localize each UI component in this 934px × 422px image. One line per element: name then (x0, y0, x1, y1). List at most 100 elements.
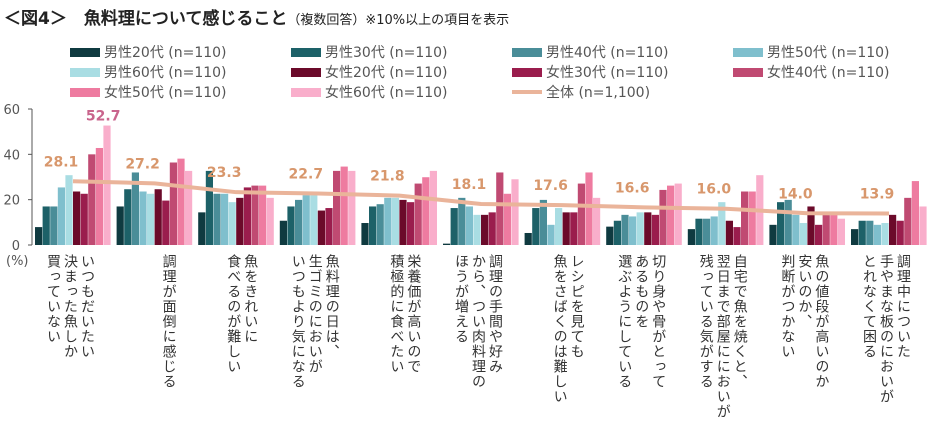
bar (629, 216, 637, 245)
bar (429, 170, 437, 245)
bar (585, 172, 593, 245)
y-axis-unit: (%) (6, 254, 29, 269)
bar (384, 197, 392, 245)
legend-label: 男性30代 (n=110) (325, 45, 448, 61)
total-data-label: 23.3 (207, 165, 242, 181)
bar (243, 187, 251, 245)
category-label: 調理の手間や好み から、つい肉料理の ほうが増える (453, 254, 503, 389)
bar (333, 170, 341, 245)
legend-label: 男性60代 (n=110) (104, 65, 227, 81)
bar (651, 214, 659, 245)
bar (532, 208, 540, 245)
bar (667, 185, 675, 245)
bar (50, 206, 58, 245)
bar (422, 177, 430, 245)
bar (511, 179, 519, 245)
legend-swatch (733, 47, 763, 57)
legend-item: 女性40代 (n=110) (733, 62, 890, 82)
legend-label: 女性20代 (n=110) (325, 65, 448, 81)
total-data-label: 18.1 (452, 177, 487, 193)
title-sub: （複数回答）※10%以上の項目を表示 (287, 13, 510, 28)
bar (131, 172, 139, 245)
bar (259, 185, 267, 245)
bar (524, 232, 532, 245)
bar (57, 187, 65, 245)
bar (287, 206, 295, 245)
bar (458, 197, 466, 245)
bar (376, 204, 384, 245)
legend-item: 全体 (n=1,100) (512, 82, 650, 102)
bar (784, 199, 792, 245)
total-data-label: 27.2 (125, 156, 160, 172)
bar (748, 191, 756, 245)
bar (465, 206, 473, 245)
y-tick-label: 0 (12, 239, 20, 254)
bar (896, 220, 904, 245)
legend-swatch (70, 87, 100, 97)
bar (613, 220, 621, 245)
bar (621, 214, 629, 245)
bar (695, 218, 703, 245)
bar (317, 210, 325, 245)
legend-label: 女性50代 (n=110) (104, 85, 227, 101)
bar (65, 175, 73, 245)
bar (858, 220, 866, 245)
bar (503, 193, 511, 245)
bar (919, 206, 927, 245)
bar (577, 183, 585, 245)
bar (769, 224, 777, 245)
total-data-label: 22.7 (289, 167, 324, 183)
bar (139, 191, 147, 245)
legend-swatch (512, 47, 542, 57)
bar (822, 214, 830, 245)
bar (310, 195, 318, 245)
y-tick-label: 60 (3, 103, 20, 118)
category-label: 調理が面倒に感じる (160, 254, 177, 389)
bar (95, 147, 103, 245)
bar (873, 224, 881, 245)
legend-item: 女性20代 (n=110) (291, 62, 448, 82)
bar (703, 218, 711, 245)
total-data-label: 14.0 (778, 186, 813, 202)
legend-item: 男性50代 (n=110) (733, 42, 890, 62)
bar (35, 227, 43, 245)
legend-label: 女性30代 (n=110) (546, 65, 669, 81)
legend-label: 女性40代 (n=110) (767, 65, 890, 81)
category-label: 栄養価が高いので 積極的に食べたい (388, 254, 422, 374)
bar (205, 170, 213, 245)
bar (407, 202, 415, 245)
bar (725, 220, 733, 245)
bar (42, 206, 50, 245)
bar (496, 172, 504, 245)
bar (718, 202, 726, 245)
bar (555, 208, 563, 245)
bar (414, 183, 422, 245)
legend-item: 女性50代 (n=110) (70, 82, 227, 102)
bar (154, 189, 162, 245)
total-data-label: 17.6 (533, 178, 568, 194)
legend-label: 男性20代 (n=110) (104, 45, 227, 61)
category-label: 自宅で魚を焼くと、 翌日まで部屋ににおいが 残っている気がする (697, 254, 748, 419)
bar (266, 197, 274, 245)
legend-item: 男性40代 (n=110) (512, 42, 669, 62)
bar (279, 220, 287, 245)
legend-swatch (291, 47, 321, 57)
chart-title: ＜図4＞ 魚料理について感じること（複数回答）※10%以上の項目を表示 (4, 4, 509, 29)
bar (177, 158, 185, 245)
bar (593, 197, 601, 245)
bar (348, 170, 356, 245)
max-data-label: 52.7 (86, 109, 121, 125)
bar (399, 199, 407, 245)
legend-swatch (70, 47, 100, 57)
legend-swatch (733, 67, 763, 77)
bar (547, 224, 555, 245)
bar (636, 212, 644, 245)
legend-item: 男性30代 (n=110) (291, 42, 448, 62)
bar (687, 229, 695, 245)
bar (815, 224, 823, 245)
bar (295, 199, 303, 245)
bar (473, 214, 481, 245)
legend-swatch (291, 87, 321, 97)
bar (302, 195, 310, 245)
